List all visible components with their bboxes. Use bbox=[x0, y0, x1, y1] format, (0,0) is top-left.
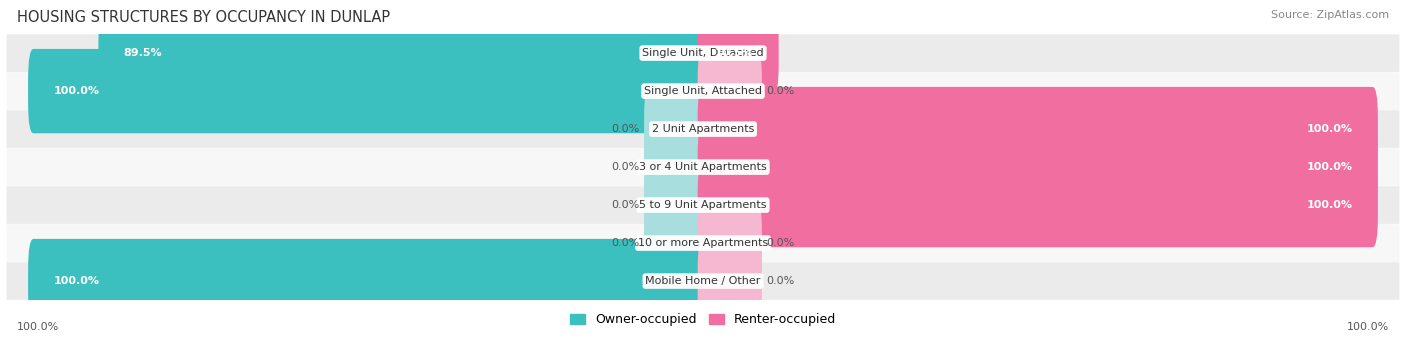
Text: 0.0%: 0.0% bbox=[766, 86, 794, 96]
FancyBboxPatch shape bbox=[697, 163, 1378, 247]
FancyBboxPatch shape bbox=[7, 148, 1399, 186]
FancyBboxPatch shape bbox=[644, 201, 709, 285]
FancyBboxPatch shape bbox=[697, 239, 762, 323]
Text: 0.0%: 0.0% bbox=[612, 124, 640, 134]
FancyBboxPatch shape bbox=[697, 125, 1378, 209]
FancyBboxPatch shape bbox=[7, 34, 1399, 72]
Text: Single Unit, Attached: Single Unit, Attached bbox=[644, 86, 762, 96]
Text: 0.0%: 0.0% bbox=[612, 200, 640, 210]
Text: 100.0%: 100.0% bbox=[1306, 200, 1353, 210]
Text: Source: ZipAtlas.com: Source: ZipAtlas.com bbox=[1271, 10, 1389, 20]
Text: 100.0%: 100.0% bbox=[53, 86, 100, 96]
FancyBboxPatch shape bbox=[697, 87, 1378, 171]
FancyBboxPatch shape bbox=[697, 201, 762, 285]
FancyBboxPatch shape bbox=[7, 224, 1399, 262]
Legend: Owner-occupied, Renter-occupied: Owner-occupied, Renter-occupied bbox=[565, 308, 841, 331]
Text: 5 to 9 Unit Apartments: 5 to 9 Unit Apartments bbox=[640, 200, 766, 210]
Text: 10 or more Apartments: 10 or more Apartments bbox=[638, 238, 768, 248]
FancyBboxPatch shape bbox=[697, 11, 779, 95]
FancyBboxPatch shape bbox=[644, 125, 709, 209]
FancyBboxPatch shape bbox=[7, 72, 1399, 110]
Text: 89.5%: 89.5% bbox=[124, 48, 163, 58]
Text: 3 or 4 Unit Apartments: 3 or 4 Unit Apartments bbox=[640, 162, 766, 172]
Text: Single Unit, Detached: Single Unit, Detached bbox=[643, 48, 763, 58]
Text: 0.0%: 0.0% bbox=[766, 276, 794, 286]
Text: 100.0%: 100.0% bbox=[1306, 162, 1353, 172]
Text: 10.5%: 10.5% bbox=[714, 48, 754, 58]
FancyBboxPatch shape bbox=[28, 239, 709, 323]
FancyBboxPatch shape bbox=[644, 163, 709, 247]
Text: 2 Unit Apartments: 2 Unit Apartments bbox=[652, 124, 754, 134]
FancyBboxPatch shape bbox=[28, 49, 709, 133]
Text: 100.0%: 100.0% bbox=[17, 322, 59, 332]
Text: 100.0%: 100.0% bbox=[53, 276, 100, 286]
FancyBboxPatch shape bbox=[644, 87, 709, 171]
Text: 100.0%: 100.0% bbox=[1347, 322, 1389, 332]
Text: 0.0%: 0.0% bbox=[612, 162, 640, 172]
Text: 100.0%: 100.0% bbox=[1306, 124, 1353, 134]
FancyBboxPatch shape bbox=[7, 186, 1399, 224]
Text: HOUSING STRUCTURES BY OCCUPANCY IN DUNLAP: HOUSING STRUCTURES BY OCCUPANCY IN DUNLA… bbox=[17, 10, 389, 25]
FancyBboxPatch shape bbox=[7, 262, 1399, 300]
FancyBboxPatch shape bbox=[98, 11, 709, 95]
Text: Mobile Home / Other: Mobile Home / Other bbox=[645, 276, 761, 286]
FancyBboxPatch shape bbox=[7, 110, 1399, 148]
Text: 0.0%: 0.0% bbox=[612, 238, 640, 248]
Text: 0.0%: 0.0% bbox=[766, 238, 794, 248]
FancyBboxPatch shape bbox=[697, 49, 762, 133]
